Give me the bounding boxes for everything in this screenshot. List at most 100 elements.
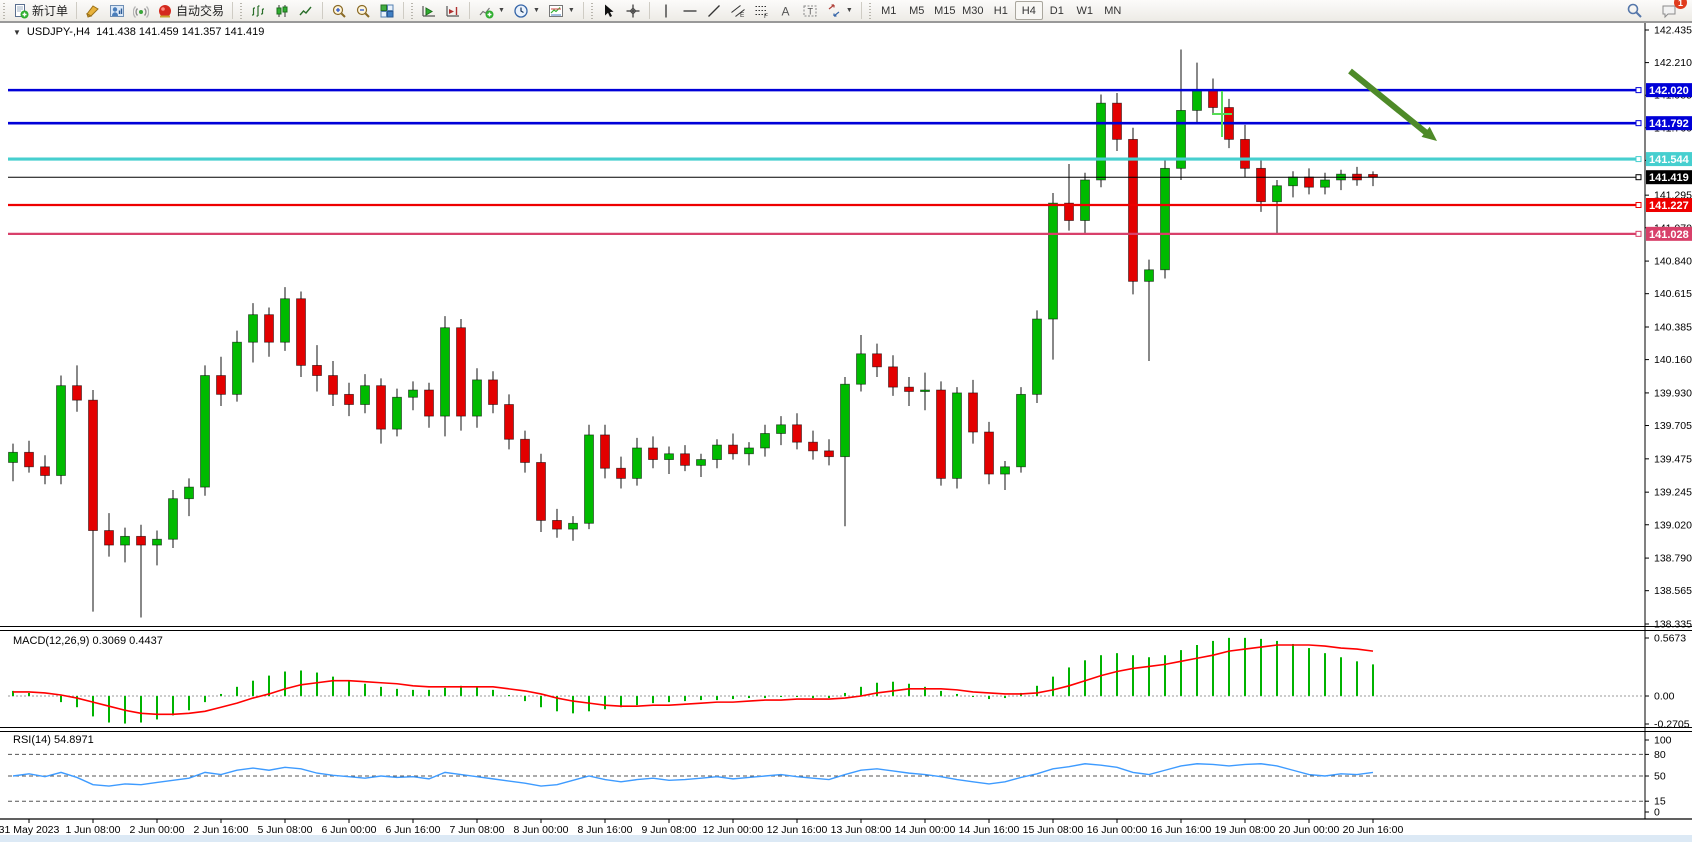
templates-button[interactable]: ▼	[544, 0, 579, 21]
arrows-button[interactable]: ▼	[822, 0, 857, 21]
price-tick-label: 140.615	[1654, 288, 1692, 300]
candle-bull	[744, 447, 754, 455]
chart-shift-button[interactable]	[441, 0, 465, 21]
svg-text:F: F	[764, 13, 768, 19]
toolbar-grip[interactable]	[239, 2, 245, 19]
time-tick-label: 20 Jun 16:00	[1343, 824, 1404, 836]
bar-chart-button[interactable]	[246, 0, 270, 21]
search-button[interactable]	[1622, 0, 1647, 21]
candle-bull	[120, 535, 130, 546]
horizontal-line-button[interactable]	[678, 0, 702, 21]
auto-scroll-button[interactable]	[417, 0, 441, 21]
toolbar-grip[interactable]	[410, 2, 416, 19]
timeframe-M5[interactable]: M5	[909, 4, 925, 17]
toolbar-separator	[648, 2, 650, 19]
time-tick-label: 14 Jun 16:00	[959, 824, 1020, 836]
price-tick-label: 138.335	[1654, 619, 1692, 631]
time-tick-label: 15 Jun 08:00	[1023, 824, 1084, 836]
timeframe-MN[interactable]: MN	[1104, 4, 1122, 17]
hline-141.028[interactable]: 141.028	[8, 226, 1692, 241]
time-tick-label: 7 Jun 08:00	[450, 824, 505, 836]
zoom-out-button[interactable]	[351, 0, 375, 21]
candle-bull	[392, 396, 402, 430]
trendline-button[interactable]	[702, 0, 726, 21]
candle-bull	[664, 453, 674, 460]
timeframe-H4[interactable]: H4	[1014, 1, 1043, 20]
rsi-tick-label: 50	[1654, 771, 1666, 783]
hline-handle[interactable]	[1635, 156, 1642, 163]
vertical-line-button[interactable]	[654, 0, 678, 21]
candle-bear	[888, 366, 898, 388]
rsi-panel[interactable]: RSI(14) 54.8971 100 80 50 150	[8, 734, 1672, 819]
tile-windows-button[interactable]	[375, 0, 399, 21]
price-axis[interactable]: 142.435142.210141.985141.760141.535141.2…	[1645, 25, 1692, 631]
line-chart-button[interactable]	[294, 0, 318, 21]
hline-handle[interactable]	[1635, 87, 1642, 94]
signals-button[interactable]	[129, 0, 153, 21]
indicators-dropdown-caret[interactable]: ▼	[498, 7, 505, 14]
candle-bear	[344, 393, 354, 405]
candle-bear	[72, 385, 82, 401]
zoom-in-button[interactable]	[327, 0, 351, 21]
fibonacci-button[interactable]: F	[750, 0, 774, 21]
templates-dropdown-caret[interactable]: ▼	[567, 7, 575, 14]
macd-panel[interactable]: MACD(12,26,9) 0.3069 0.4437 0.5673 0.00 -0.…	[8, 633, 1690, 731]
chart-window: ▼ USDJPY-,H4 141.438 141.459 141.357 141…	[0, 21, 1692, 842]
hline-141.544[interactable]: 141.544	[8, 152, 1692, 167]
hline-141.792[interactable]: 141.792	[8, 116, 1692, 131]
chart-canvas[interactable]: 142.435142.210141.985141.760141.535141.2…	[0, 22, 1692, 842]
timeframe-W1[interactable]: W1	[1076, 4, 1094, 17]
candle-bull	[1160, 167, 1170, 271]
toolbar-grip[interactable]	[867, 2, 873, 19]
notifications-button[interactable]: 1	[1657, 0, 1687, 21]
hline-141.227[interactable]: 141.227	[8, 198, 1692, 213]
candle-bull	[472, 379, 482, 417]
candle-bull	[1272, 185, 1282, 203]
hline-handle[interactable]	[1635, 230, 1642, 237]
candlestick-button[interactable]	[270, 0, 294, 21]
indicators-button[interactable]: ▼	[474, 0, 509, 21]
candle-bear	[680, 453, 690, 466]
toolbar-grip[interactable]	[589, 2, 595, 19]
hline-handle[interactable]	[1635, 120, 1642, 127]
new-order-label: 新订单	[32, 4, 69, 18]
text-a-icon: A	[781, 4, 789, 18]
timeframe-M30[interactable]: M30	[962, 4, 984, 17]
text-label-icon: T	[803, 5, 817, 16]
toolbar-grip[interactable]	[2, 2, 7, 19]
crosshair-button[interactable]	[621, 0, 645, 21]
trend-arrow-annotation[interactable]	[1348, 68, 1437, 141]
periods-dropdown-caret[interactable]: ▼	[532, 7, 540, 14]
candle-bear	[264, 314, 274, 343]
market-watch-button[interactable]	[81, 0, 105, 21]
cursor-button[interactable]	[597, 0, 621, 21]
timeframe-D1[interactable]: D1	[1049, 4, 1064, 17]
time-axis[interactable]: 31 May 2023 1 Jun 08:00 2 Jun 00:00 2 Jun 1…	[0, 819, 1404, 836]
new-order-button[interactable]: 新订单	[9, 0, 72, 21]
timeframe-H1[interactable]: H1	[993, 4, 1008, 17]
chart-expander-icon[interactable]: ▼	[13, 27, 21, 37]
lime-cross-marker[interactable]	[1212, 91, 1232, 137]
hline-handle[interactable]	[1635, 174, 1642, 181]
terminal-button[interactable]	[105, 0, 129, 21]
candle-bull	[1192, 89, 1202, 111]
hline-141.419[interactable]: 141.419	[8, 170, 1692, 185]
price-label-box	[1646, 83, 1692, 98]
text-label-button[interactable]: T	[798, 0, 822, 21]
autotrading-button[interactable]: 自动交易	[153, 0, 228, 21]
time-tick-label: 13 Jun 08:00	[831, 824, 892, 836]
timeframe-M1[interactable]: M1	[881, 4, 897, 17]
zoom-out-icon	[356, 4, 370, 18]
equidistant-channel-button[interactable]: E	[726, 0, 750, 21]
macd-label: MACD(12,26,9) 0.3069 0.4437	[13, 635, 163, 647]
hline-142.020[interactable]: 142.020	[8, 83, 1692, 98]
toolbar-separator	[469, 2, 471, 19]
timeframe-M15[interactable]: M15	[934, 4, 956, 17]
hline-handle[interactable]	[1635, 202, 1642, 209]
periods-button[interactable]: ▼	[509, 0, 544, 21]
text-button[interactable]: A	[774, 0, 798, 21]
zoom-in-icon	[332, 4, 346, 18]
candle-bull	[408, 389, 418, 398]
candle-bear	[600, 434, 610, 469]
arrows-dropdown-caret[interactable]: ▼	[845, 7, 853, 14]
